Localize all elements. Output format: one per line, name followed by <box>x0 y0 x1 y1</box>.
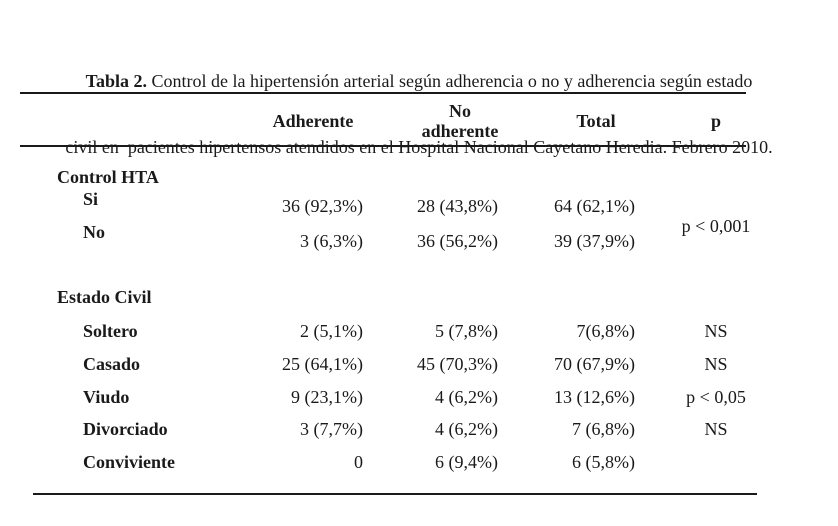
cell-p: NS <box>704 419 728 439</box>
table-row-viudo: Viudo 9 (23,1%) 4 (6,2%) 13 (12,6%) p < … <box>0 387 838 408</box>
cell-adherente: 3 (7,7%) <box>300 419 363 439</box>
cell-total: 70 (67,9%) <box>554 354 635 374</box>
cell-no-adherente: 4 (6,2%) <box>435 387 498 407</box>
cell-no-adherente: 36 (56,2%) <box>417 231 498 251</box>
cell-adherente: 0 <box>354 452 363 472</box>
cell-p: p < 0,05 <box>686 387 746 407</box>
cell-total: 64 (62,1%) <box>554 196 635 216</box>
table-row-section-control-hta: Control HTA <box>0 167 838 188</box>
column-header-no-adherente: No adherente <box>421 101 499 141</box>
table-row-no: No 3 (6,3%) 36 (56,2%) 39 (37,9%) <box>0 222 838 252</box>
table-row-si: Si 36 (92,3%) 28 (43,8%) 64 (62,1%) <box>0 189 838 217</box>
cell-adherente: 3 (6,3%) <box>300 231 363 251</box>
row-label: Divorciado <box>83 419 168 439</box>
section-header-label: Estado Civil <box>57 287 152 307</box>
cell-no-adherente: 28 (43,8%) <box>417 196 498 216</box>
cell-total: 7 (6,8%) <box>572 419 635 439</box>
cell-p: NS <box>704 354 728 374</box>
table-row-section-estado-civil: Estado Civil <box>0 287 838 308</box>
caption-line2: civil en pacientes hipertensos atendidos… <box>65 137 773 157</box>
cell-no-adherente: 5 (7,8%) <box>435 321 498 341</box>
section-header-label: Control HTA <box>57 167 159 187</box>
table-rule-top <box>20 92 746 94</box>
row-label: Casado <box>83 354 141 374</box>
cell-adherente: 36 (92,3%) <box>282 196 363 216</box>
row-label: Soltero <box>83 321 138 341</box>
table-row-divorciado: Divorciado 3 (7,7%) 4 (6,2%) 7 (6,8%) NS <box>0 419 838 440</box>
cell-p: NS <box>704 321 728 341</box>
table-row-casado: Casado 25 (64,1%) 45 (70,3%) 70 (67,9%) … <box>0 354 838 375</box>
cell-total: 6 (5,8%) <box>572 452 635 472</box>
column-header-adherente: Adherente <box>272 111 354 131</box>
row-label: Conviviente <box>83 452 175 472</box>
cell-adherente: 25 (64,1%) <box>282 354 363 374</box>
cell-no-adherente: 6 (9,4%) <box>435 452 498 472</box>
cell-no-adherente: 4 (6,2%) <box>435 419 498 439</box>
table-row-soltero: Soltero 2 (5,1%) 5 (7,8%) 7(6,8%) NS <box>0 321 838 342</box>
cell-p-control-hta: p < 0,001 <box>681 216 751 236</box>
cell-adherente: 2 (5,1%) <box>300 321 363 341</box>
cell-adherente: 9 (23,1%) <box>291 387 363 407</box>
row-label: Si <box>83 189 99 209</box>
cell-total: 7(6,8%) <box>576 321 635 341</box>
row-label: Viudo <box>83 387 130 407</box>
table-rule-bottom <box>33 493 757 495</box>
table-caption: Tabla 2. Control de la hipertensión arte… <box>0 26 838 202</box>
cell-no-adherente: 45 (70,3%) <box>417 354 498 374</box>
cell-total: 13 (12,6%) <box>554 387 635 407</box>
table-rule-header-bottom <box>20 145 746 147</box>
caption-line1: Tabla 2. Control de la hipertensión arte… <box>0 70 838 92</box>
column-header-p: p <box>710 111 721 131</box>
table-row-conviviente: Conviviente 0 6 (9,4%) 6 (5,8%) <box>0 452 838 473</box>
caption-line1-text: Control de la hipertensión arterial segú… <box>147 71 753 91</box>
row-label: No <box>83 222 105 242</box>
column-header-total: Total <box>576 111 616 131</box>
caption-table-number: Tabla 2. <box>85 71 148 91</box>
cell-total: 39 (37,9%) <box>554 231 635 251</box>
